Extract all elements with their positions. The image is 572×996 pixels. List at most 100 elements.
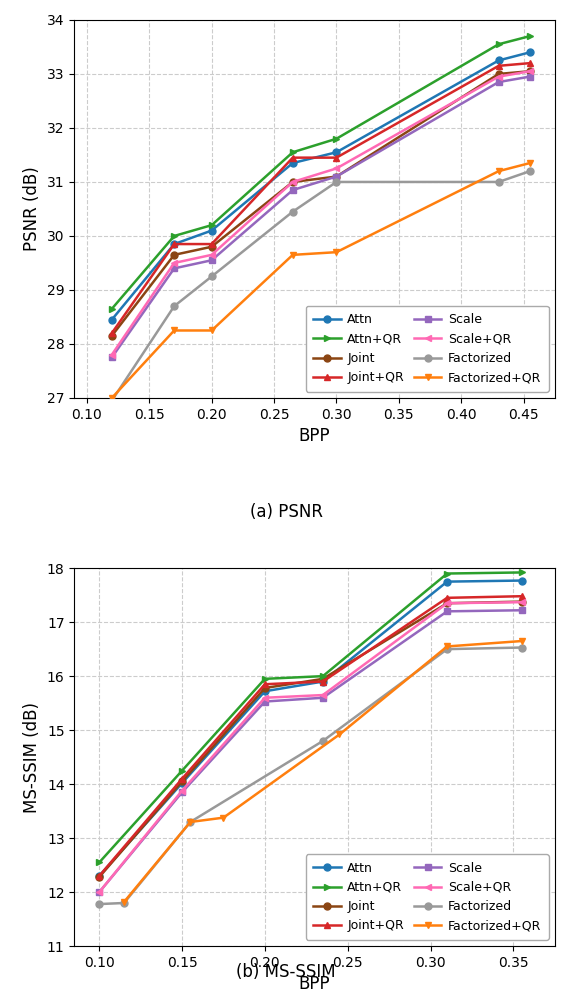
Factorized bbox=[495, 176, 502, 188]
Line: Joint: Joint bbox=[96, 599, 525, 880]
Attn bbox=[208, 224, 215, 236]
Factorized+QR bbox=[208, 325, 215, 337]
Line: Attn: Attn bbox=[96, 577, 525, 879]
Joint+QR bbox=[526, 57, 533, 69]
Factorized bbox=[319, 735, 326, 747]
Factorized bbox=[208, 271, 215, 283]
Attn+QR bbox=[261, 673, 268, 685]
Scale bbox=[526, 71, 533, 83]
Line: Factorized+QR: Factorized+QR bbox=[121, 637, 525, 905]
Factorized bbox=[96, 898, 102, 910]
Scale+QR bbox=[208, 249, 215, 261]
Attn+QR bbox=[333, 132, 340, 144]
Scale bbox=[444, 606, 451, 618]
Scale+QR bbox=[518, 597, 525, 609]
Joint bbox=[108, 330, 115, 342]
Attn bbox=[289, 157, 296, 169]
Scale bbox=[518, 605, 525, 617]
Joint bbox=[526, 66, 533, 78]
Joint bbox=[444, 598, 451, 610]
Scale bbox=[333, 170, 340, 182]
Scale+QR bbox=[333, 162, 340, 174]
Attn bbox=[171, 238, 178, 250]
Attn bbox=[333, 146, 340, 158]
Factorized bbox=[289, 206, 296, 218]
Legend: Attn, Attn+QR, Joint, Joint+QR, Scale, Scale+QR, Factorized, Factorized+QR: Attn, Attn+QR, Joint, Joint+QR, Scale, S… bbox=[306, 306, 549, 391]
Text: (b) MS-SSIM: (b) MS-SSIM bbox=[236, 963, 336, 981]
Factorized+QR bbox=[171, 325, 178, 337]
Joint+QR bbox=[208, 238, 215, 250]
Factorized bbox=[518, 641, 525, 653]
Attn+QR bbox=[171, 230, 178, 242]
Joint bbox=[518, 596, 525, 608]
Joint+QR bbox=[518, 591, 525, 603]
Joint+QR bbox=[96, 871, 102, 882]
Factorized+QR bbox=[333, 246, 340, 258]
Scale bbox=[495, 76, 502, 88]
Joint bbox=[96, 872, 102, 883]
Attn bbox=[319, 675, 326, 687]
Attn+QR bbox=[108, 303, 115, 315]
Joint bbox=[261, 682, 268, 694]
Attn bbox=[518, 575, 525, 587]
Scale+QR bbox=[261, 692, 268, 704]
Scale+QR bbox=[289, 176, 296, 188]
Factorized+QR bbox=[121, 896, 128, 908]
Scale bbox=[178, 786, 185, 798]
Joint+QR bbox=[178, 773, 185, 785]
Legend: Attn, Attn+QR, Joint, Joint+QR, Scale, Scale+QR, Factorized, Factorized+QR: Attn, Attn+QR, Joint, Joint+QR, Scale, S… bbox=[306, 855, 549, 940]
Factorized bbox=[121, 897, 128, 909]
Scale bbox=[208, 254, 215, 266]
Factorized+QR bbox=[336, 728, 343, 740]
Scale+QR bbox=[171, 257, 178, 269]
Joint bbox=[319, 673, 326, 685]
Attn+QR bbox=[208, 219, 215, 231]
Attn+QR bbox=[526, 30, 533, 42]
Joint+QR bbox=[261, 678, 268, 690]
Joint bbox=[333, 170, 340, 182]
Factorized+QR bbox=[444, 640, 451, 652]
Attn bbox=[96, 871, 102, 882]
Scale+QR bbox=[526, 66, 533, 78]
Line: Joint: Joint bbox=[108, 68, 533, 340]
Scale+QR bbox=[178, 785, 185, 797]
Factorized bbox=[444, 643, 451, 655]
Joint+QR bbox=[319, 675, 326, 687]
Joint bbox=[178, 776, 185, 788]
Factorized+QR bbox=[220, 812, 227, 824]
Attn+QR bbox=[495, 38, 502, 50]
Line: Joint+QR: Joint+QR bbox=[108, 60, 533, 337]
Joint+QR bbox=[108, 328, 115, 340]
Factorized+QR bbox=[289, 249, 296, 261]
Scale+QR bbox=[96, 886, 102, 898]
Y-axis label: MS-SSIM (dB): MS-SSIM (dB) bbox=[23, 701, 41, 813]
Factorized+QR bbox=[187, 816, 194, 828]
Line: Factorized: Factorized bbox=[108, 167, 533, 404]
Factorized bbox=[526, 165, 533, 177]
Text: (a) PSNR: (a) PSNR bbox=[249, 503, 323, 521]
Factorized+QR bbox=[526, 157, 533, 169]
Joint+QR bbox=[495, 60, 502, 72]
Attn+QR bbox=[96, 857, 102, 869]
Factorized+QR bbox=[108, 392, 115, 404]
Scale bbox=[289, 184, 296, 196]
Scale bbox=[261, 695, 268, 707]
Factorized bbox=[171, 300, 178, 312]
Joint+QR bbox=[333, 151, 340, 163]
Attn+QR bbox=[289, 146, 296, 158]
Scale+QR bbox=[108, 349, 115, 361]
Joint bbox=[171, 249, 178, 261]
Attn bbox=[178, 777, 185, 789]
Scale+QR bbox=[319, 689, 326, 701]
Line: Scale: Scale bbox=[96, 607, 525, 895]
Joint bbox=[289, 176, 296, 188]
Line: Attn+QR: Attn+QR bbox=[108, 33, 533, 313]
Scale bbox=[171, 262, 178, 274]
Scale+QR bbox=[495, 71, 502, 83]
Y-axis label: PSNR (dB): PSNR (dB) bbox=[23, 166, 41, 251]
Attn bbox=[526, 47, 533, 59]
Joint bbox=[208, 241, 215, 253]
Line: Attn: Attn bbox=[108, 49, 533, 323]
Attn+QR bbox=[444, 568, 451, 580]
Scale bbox=[96, 886, 102, 898]
